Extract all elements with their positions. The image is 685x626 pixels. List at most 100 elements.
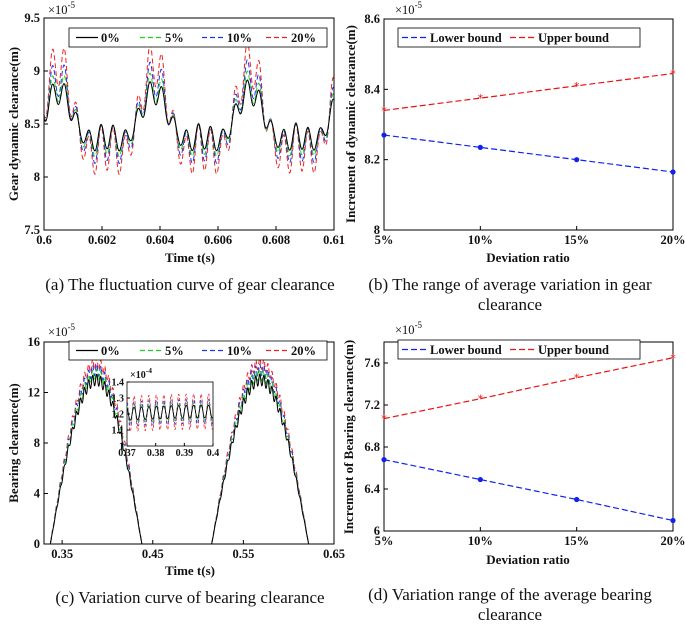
d-legend-label: Lower bound	[430, 343, 502, 357]
c-inset-ytick-label: 1.4	[112, 378, 125, 389]
b-ytick-label: 8	[374, 223, 380, 237]
c-legend: 0% 5% 10% 20%	[68, 340, 328, 361]
a-ylabel: Gear dynamic clearance(m)	[6, 47, 21, 201]
b-caption-line2: clearance	[478, 295, 542, 314]
panel-a: 0.6 0.602 0.604 0.606 0.608 0.61 7.5 8 8.5 9 9.5 ×…	[6, 0, 345, 294]
b-point-lower	[381, 132, 387, 138]
d-legend: Lower bound Upper bound	[397, 339, 641, 360]
d-point-upper: *	[670, 352, 676, 365]
c-inset-xtick-label: 0.39	[176, 448, 194, 459]
d-xtick-label: 20%	[661, 534, 685, 548]
c-inset: 0.37 0.38 0.39 0.4 1 1.1 1.2 1.3 1.4 ×10-4	[112, 366, 220, 459]
a-legend-label: 10%	[227, 31, 252, 45]
b-xtick-label: 20%	[661, 233, 685, 247]
d-plot-frame	[383, 341, 674, 532]
c-legend-label: 10%	[227, 344, 252, 358]
a-ytick-label: 9.5	[24, 11, 40, 25]
a-xtick-label: 0.61	[323, 233, 345, 247]
c-xlabel: Time t(s)	[165, 563, 215, 578]
b-legend-label: Upper bound	[538, 31, 609, 45]
a-legend-label: 5%	[165, 31, 184, 45]
d-point-upper: *	[478, 393, 484, 406]
panel-b: * * * * 5% 10% 15% 20% 8 8.2 8.4 8.6 ×10-5 Deviati…	[343, 0, 685, 314]
a-series-20pct	[44, 40, 334, 175]
b-point-upper: *	[381, 104, 387, 117]
d-ytick-label: 7.6	[364, 356, 380, 370]
c-ytick-label: 0	[34, 537, 40, 551]
d-point-lower	[670, 517, 676, 524]
d-xtick-label: 15%	[564, 534, 589, 548]
b-xtick-label: 5%	[375, 233, 394, 247]
d-series-lower	[383, 459, 674, 522]
c-legend-label: 20%	[291, 344, 316, 358]
c-xtick-label: 0.65	[323, 547, 345, 561]
d-series-upper	[383, 357, 674, 420]
b-plot-frame	[383, 18, 674, 231]
d-caption-line1: (d) Variation range of the average beari…	[368, 585, 652, 604]
d-exponent: ×10-5	[395, 320, 423, 337]
a-xtick-label: 0.608	[262, 233, 290, 247]
d-point-lower	[381, 457, 387, 463]
c-xtick-label: 0.35	[51, 547, 73, 561]
c-inset-xtick-label: 0.38	[147, 448, 165, 459]
c-inset-series	[127, 399, 213, 427]
d-xtick-label: 10%	[468, 534, 493, 548]
a-xtick-label: 0.606	[204, 233, 232, 247]
c-caption: (c) Variation curve of bearing clearance	[55, 588, 324, 607]
d-caption-line2: clearance	[478, 605, 542, 624]
a-ytick-label: 9	[34, 64, 40, 78]
c-legend-label: 0%	[101, 344, 120, 358]
d-ytick-label: 6.8	[364, 440, 380, 454]
a-xtick-label: 0.6	[36, 233, 52, 247]
d-point-lower	[574, 496, 580, 503]
c-ytick-label: 8	[34, 436, 40, 450]
b-xtick-label: 10%	[468, 233, 493, 247]
b-point-lower	[477, 144, 483, 150]
c-inset-series	[127, 404, 213, 421]
d-ytick-label: 6.4	[364, 482, 380, 496]
c-inset-ytick-label: 1.1	[112, 426, 125, 437]
c-ylabel: Bearing clearance(m)	[6, 383, 21, 502]
b-ytick-label: 8.6	[364, 12, 380, 26]
c-ytick-label: 12	[28, 386, 41, 400]
c-inset-xtick-label: 0.37	[118, 448, 136, 459]
b-legend-label: Lower bound	[430, 31, 502, 45]
d-ytick-label: 6	[374, 524, 380, 538]
a-series-5pct	[44, 70, 334, 158]
c-exponent: ×10-5	[48, 322, 76, 339]
b-point-lower	[670, 169, 676, 175]
d-point-upper: *	[381, 413, 387, 426]
c-inset-ytick-label: 1.3	[112, 394, 125, 405]
d-point-upper: *	[574, 372, 580, 385]
a-ytick-label: 7.5	[24, 223, 40, 237]
a-plot-frame	[43, 17, 335, 231]
b-series-upper	[383, 72, 674, 112]
a-ytick-label: 8	[34, 170, 40, 184]
d-point-lower	[477, 476, 483, 483]
b-legend: Lower bound Upper bound	[397, 27, 641, 48]
d-ytick-label: 7.2	[364, 398, 380, 412]
a-legend: 0% 5% 10% 20%	[68, 27, 328, 48]
c-inset-ytick-label: 1.2	[112, 410, 125, 421]
a-exponent: ×10-5	[48, 0, 76, 17]
c-xtick-label: 0.45	[142, 547, 164, 561]
c-legend-label: 5%	[165, 344, 184, 358]
c-ytick-label: 4	[34, 487, 41, 501]
a-caption: (a) The fluctuation curve of gear cleara…	[45, 275, 334, 294]
a-legend-label: 20%	[291, 31, 316, 45]
panel-d: * * * * 5% 10% 15% 20% 6 6.4 6.8 7.2 7.6 ×10-5 Devi…	[341, 320, 685, 624]
c-ytick-label: 16	[28, 335, 41, 349]
b-xtick-label: 15%	[564, 233, 589, 247]
b-caption-line1: (b) The range of average variation in ge…	[368, 275, 652, 294]
d-xlabel: Deviation ratio	[486, 552, 569, 567]
b-point-lower	[574, 157, 580, 163]
b-exponent: ×10-5	[395, 0, 423, 17]
b-point-upper: *	[478, 92, 484, 105]
a-ytick-label: 8.5	[24, 117, 40, 131]
b-point-upper: *	[670, 68, 676, 81]
d-ylabel: Increment of Bearing clearance(m)	[341, 340, 356, 534]
b-ylabel: Increment of dynamic clearance(m)	[343, 25, 358, 223]
a-xlabel: Time t(s)	[165, 250, 215, 265]
